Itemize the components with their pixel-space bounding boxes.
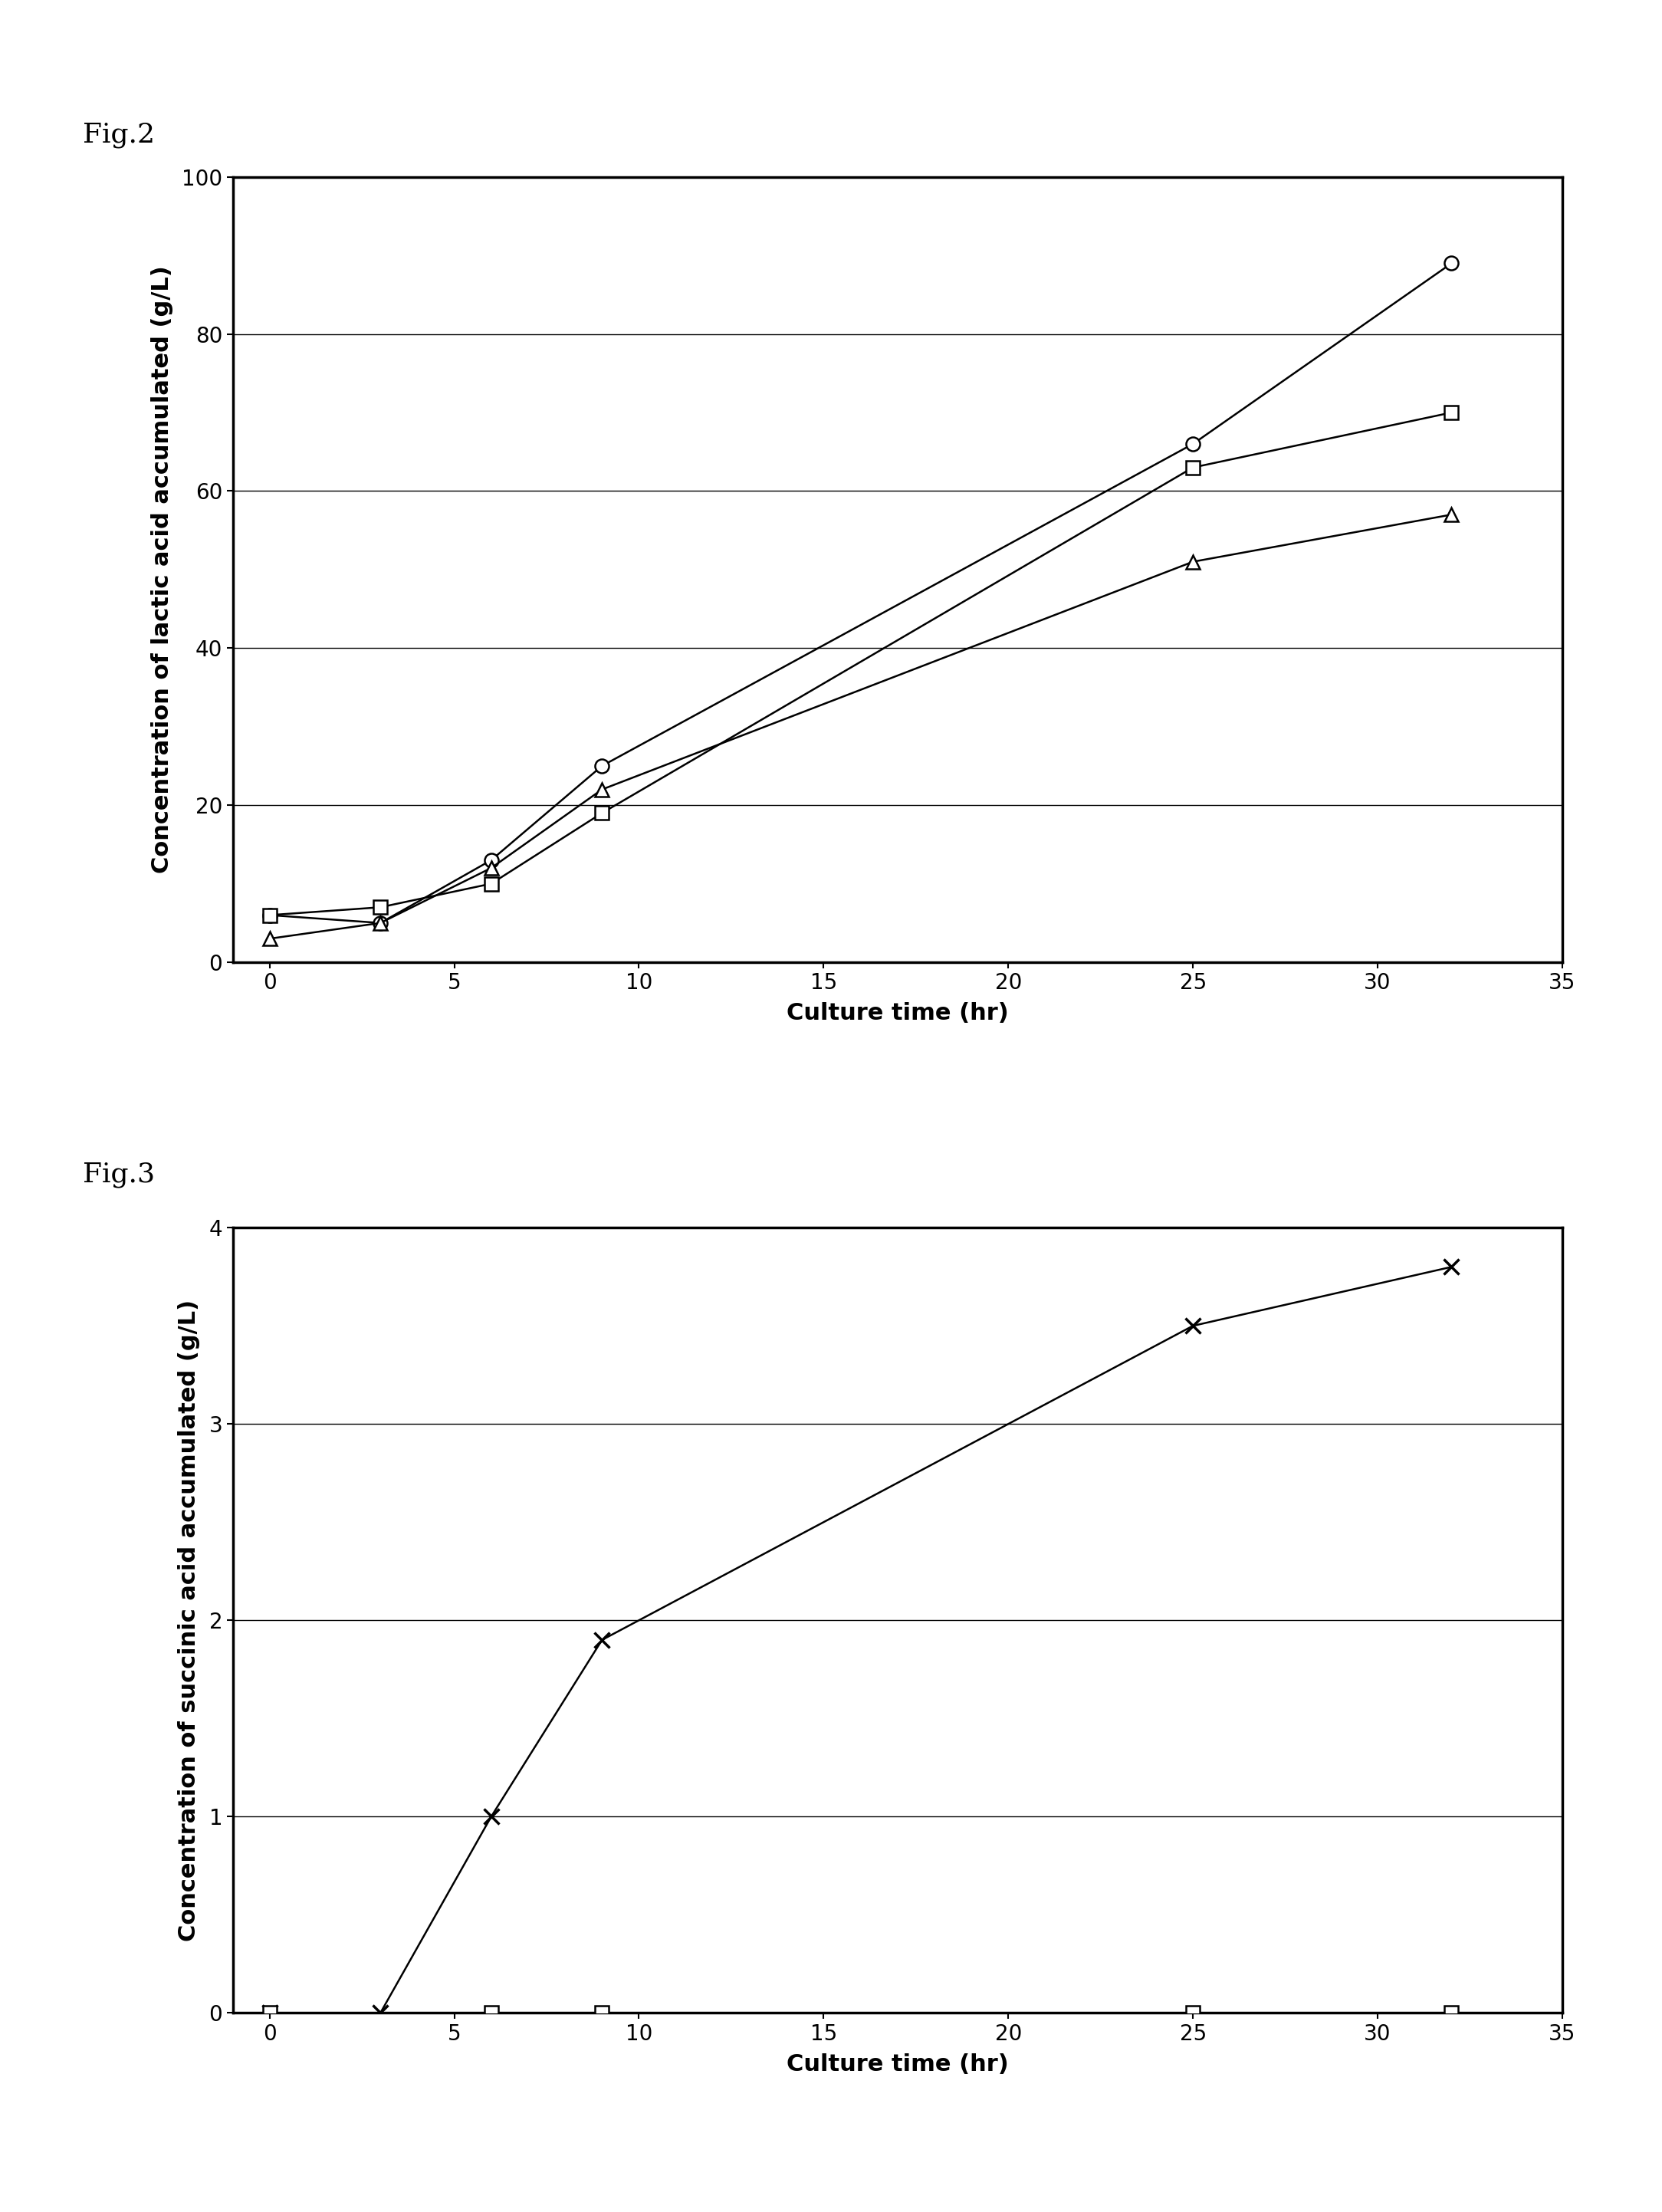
- Y-axis label: Concentration of lactic acid accumulated (g/L): Concentration of lactic acid accumulated…: [151, 265, 173, 874]
- Text: Fig.3: Fig.3: [83, 1161, 155, 1188]
- X-axis label: Culture time (hr): Culture time (hr): [786, 1002, 1009, 1024]
- X-axis label: Culture time (hr): Culture time (hr): [786, 2053, 1009, 2075]
- Text: Fig.2: Fig.2: [83, 122, 155, 148]
- Y-axis label: Concentration of succinic acid accumulated (g/L): Concentration of succinic acid accumulat…: [178, 1298, 201, 1942]
